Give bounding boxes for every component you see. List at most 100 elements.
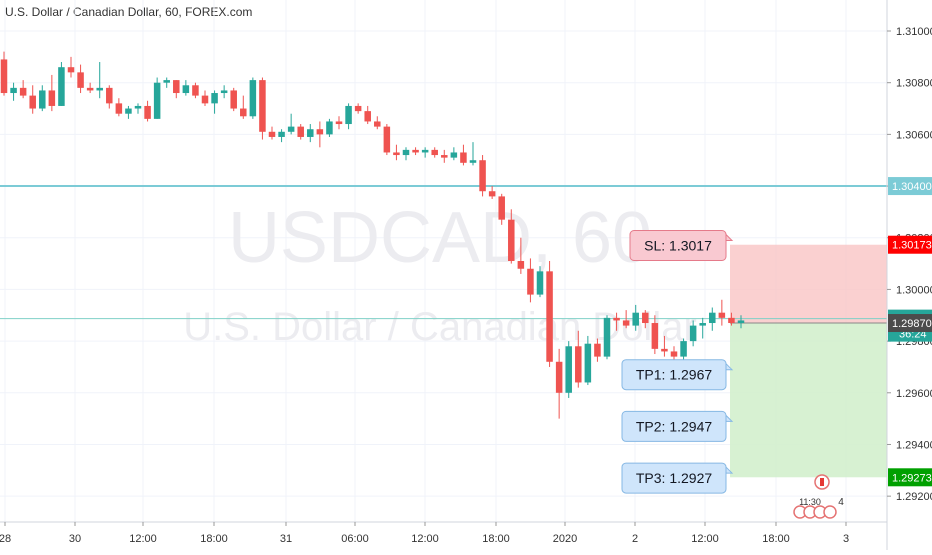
y-tick-label-7: 1.29600 — [896, 388, 932, 400]
candle-body — [479, 160, 486, 192]
take-profit-label-2[interactable] — [621, 410, 727, 442]
y-tick-label-8: 1.29400 — [896, 439, 932, 451]
candle-body — [565, 346, 572, 393]
stop-loss-label[interactable] — [629, 229, 727, 261]
candle-body — [661, 348, 668, 352]
candle-body — [134, 105, 142, 109]
candle-body — [240, 108, 247, 117]
target-badge — [888, 468, 932, 487]
x-tick-label-10: 12:00 — [691, 533, 719, 545]
candle-body — [431, 149, 438, 156]
target-badge-text: 1.29273 — [892, 472, 932, 484]
candle-body — [546, 271, 553, 362]
take-profit-label-1[interactable] — [621, 359, 727, 391]
candle-body — [173, 80, 180, 94]
stop-badge-text: 1.30173 — [892, 240, 932, 252]
stop-loss-zone — [730, 244, 887, 324]
candle-body — [77, 72, 84, 88]
watermark-symbol: USDCAD, 60 — [228, 198, 652, 278]
entry-badge — [888, 314, 932, 333]
candle-body — [249, 80, 257, 117]
candle-body — [670, 351, 678, 357]
y-tick-label-1: 1.30800 — [896, 78, 932, 90]
x-tick-label-5: 06:00 — [341, 533, 369, 545]
candle-body — [335, 121, 343, 125]
take-profit-label-3[interactable] — [621, 462, 727, 494]
candle-body — [211, 93, 218, 104]
x-tick-label-4: 31 — [280, 533, 292, 545]
candle-body — [728, 317, 735, 324]
us-flag-icon[interactable] — [823, 505, 837, 519]
candle-body — [498, 196, 505, 220]
candle-body — [603, 317, 611, 357]
candle-body — [86, 87, 94, 91]
y-tick-label-0: 1.31000 — [896, 26, 932, 38]
candle-body — [469, 160, 477, 163]
candle-body — [48, 90, 56, 106]
candle-body — [58, 67, 65, 106]
candle-body — [575, 346, 582, 383]
candle-body — [517, 261, 525, 269]
level-badge — [888, 177, 932, 196]
candle-body — [689, 325, 697, 342]
candle-body — [268, 131, 276, 137]
x-tick-label-3: 18:00 — [200, 533, 228, 545]
y-tick-label-9: 1.29200 — [896, 491, 932, 503]
event-time-label: 11:30 — [799, 497, 821, 507]
candle-body — [383, 126, 391, 153]
candle-body — [307, 129, 314, 137]
candle-body — [709, 312, 716, 324]
candle-body — [106, 87, 113, 104]
candle-body — [125, 108, 132, 114]
price-axis[interactable] — [887, 0, 932, 550]
candle-body — [584, 343, 592, 383]
candle-body — [67, 67, 75, 73]
candle-body — [29, 95, 36, 109]
entry-badge-text: 1.29870 — [892, 318, 932, 330]
candle-body — [613, 317, 620, 321]
level-badge-text: 1.30400 — [892, 181, 932, 193]
candle-body — [19, 87, 27, 96]
candle-body — [642, 312, 649, 324]
candle-body — [0, 59, 8, 94]
candle-body — [182, 85, 190, 94]
candle-body — [594, 343, 601, 357]
annotation-text-0: SL: 1.3017 — [644, 237, 712, 253]
candle-body — [421, 149, 429, 153]
candle-body — [192, 85, 199, 96]
x-tick-label-0: 28 — [0, 533, 11, 545]
x-tick-label-2: 12:00 — [129, 533, 157, 545]
candle-body — [201, 95, 209, 104]
y-tick-label-2: 1.30600 — [896, 129, 932, 141]
candle-body — [536, 271, 544, 295]
candle-body — [393, 152, 400, 156]
x-tick-label-6: 12:00 — [411, 533, 439, 545]
event-count: 4 — [838, 497, 844, 508]
candle-body — [374, 121, 381, 127]
x-tick-label-1: 30 — [69, 533, 81, 545]
candle-body — [412, 149, 419, 153]
candle-body — [144, 105, 151, 119]
candle-body — [651, 323, 659, 349]
x-tick-label-8: 2020 — [553, 533, 577, 545]
annotation-text-1: TP1: 1.2967 — [636, 367, 712, 383]
watermark-description: U.S. Dollar / Canadian Dollar — [183, 305, 697, 349]
stop-badge — [888, 235, 932, 254]
y-tick-label-5: 1.30000 — [896, 284, 932, 296]
candle-body — [39, 90, 46, 109]
candle-body — [718, 312, 726, 318]
candle-body — [297, 126, 304, 137]
flag-leaf — [820, 478, 824, 486]
candle-body — [488, 191, 496, 197]
candle-body — [326, 121, 333, 135]
candle-body — [555, 361, 563, 393]
candle-body — [364, 111, 371, 122]
take-profit-zone — [730, 323, 887, 478]
candle-body — [163, 80, 170, 83]
candle-body — [737, 320, 745, 324]
x-tick-label-12: 3 — [843, 533, 849, 545]
candle-body — [287, 126, 295, 132]
candle-body — [345, 105, 352, 125]
